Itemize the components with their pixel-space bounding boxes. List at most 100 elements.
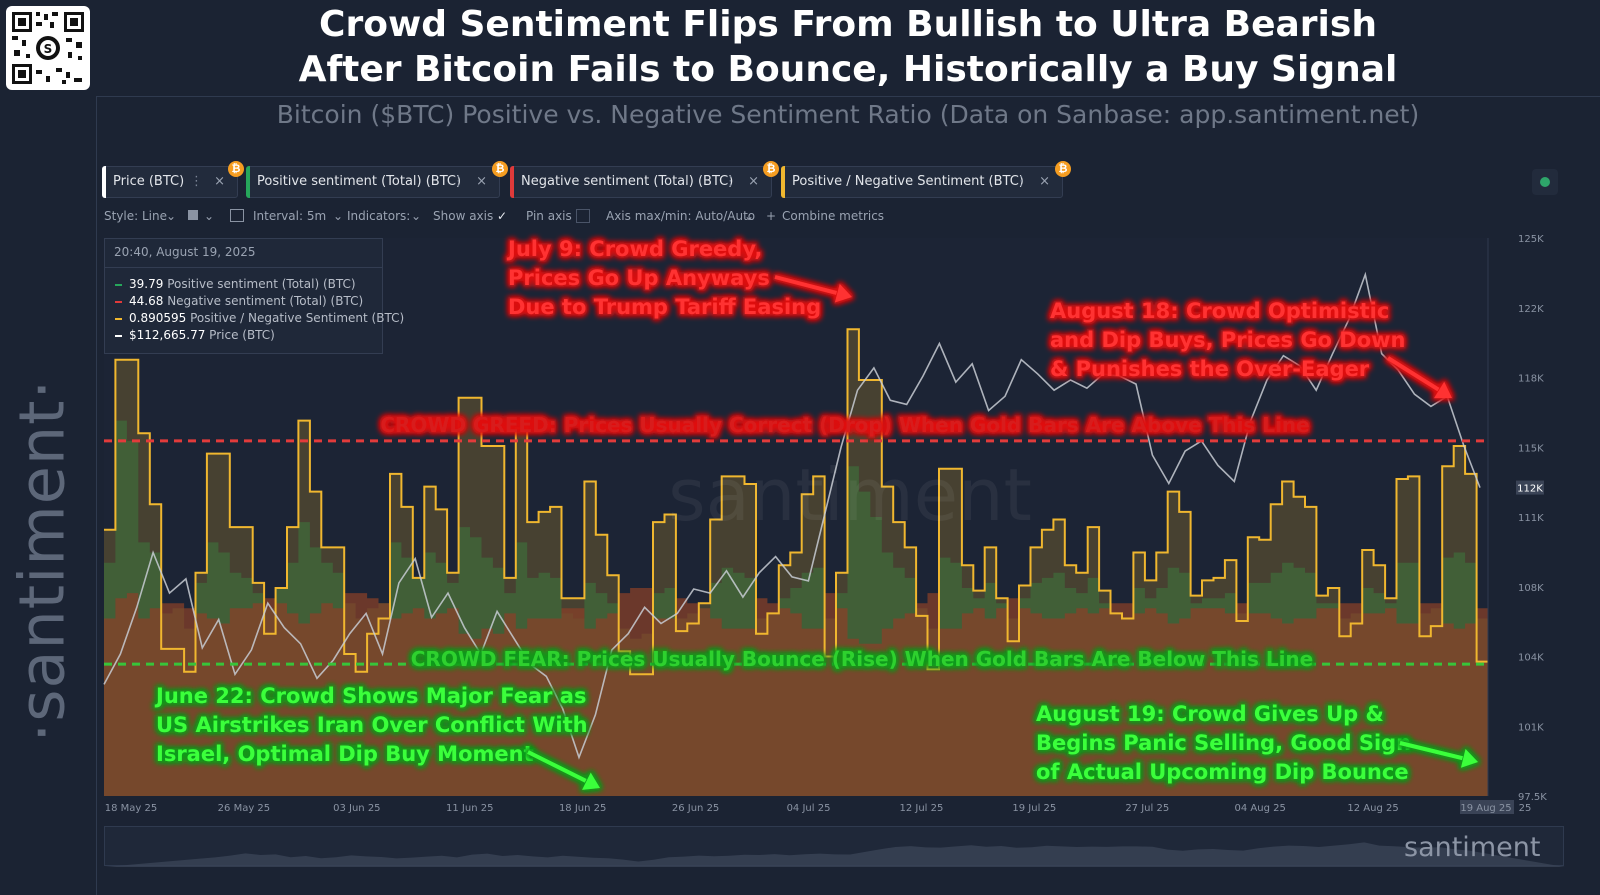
current-price-label: 112K (1517, 484, 1543, 495)
annotation-aug18: and Dip Buys, Prices Go Down (1050, 328, 1406, 352)
legend-swatch (115, 300, 122, 303)
x-tick-label: 27 Jul 25 (1125, 803, 1169, 814)
overview-sparkline (105, 842, 1565, 867)
status-indicator[interactable] (1532, 169, 1558, 195)
annotation-aug19: August 19: Crowd Gives Up & (1036, 702, 1384, 726)
close-icon[interactable]: × (214, 174, 225, 189)
annotation-aug18: & Punishes the Over-Eager (1050, 357, 1370, 381)
tab-negative-sentiment[interactable]: Negative sentiment (Total) (BTC) ⋮ × (510, 166, 772, 198)
y-tick-label: 104K (1518, 653, 1544, 664)
tooltip-timestamp: 20:40, August 19, 2025 (114, 245, 256, 259)
overview-navigator[interactable] (104, 826, 1565, 867)
y-tick-label: 97.5K (1518, 792, 1547, 803)
tab-label: Price (BTC) (113, 174, 185, 189)
tab-color-bar (781, 166, 785, 198)
x-tick-label: 04 Aug 25 (1234, 803, 1285, 814)
arrow-aug19 (1399, 741, 1478, 768)
tab-ratio[interactable]: Positive / Negative Sentiment (BTC) ⋮ × (781, 166, 1063, 198)
x-tick-suffix: 25 (1519, 803, 1532, 814)
chevron-down-icon: ⌄ (411, 209, 422, 223)
x-tick-label: 18 May 25 (105, 803, 157, 814)
chevron-down-icon: ⌄ (744, 209, 755, 223)
indicators-label: Indicators: (347, 209, 411, 223)
current-price-tag (1516, 480, 1544, 495)
header: S Crowd Sentiment Flips From Bullish to … (0, 0, 1600, 97)
arrow-head (1460, 749, 1478, 768)
arrow-shaft (1386, 356, 1440, 392)
annotation-june22: June 22: Crowd Shows Major Fear as (154, 684, 586, 708)
arrow-july9 (774, 275, 852, 303)
arrow-shaft (774, 275, 838, 295)
annotation-july9: Prices Go Up Anyways (508, 266, 770, 290)
annotation-aug18: August 18: Crowd Optimistic (1050, 299, 1389, 323)
annotation-aug19: Begins Panic Selling, Good Sign (1036, 731, 1411, 755)
page-title: Crowd Sentiment Flips From Bullish to Ul… (96, 2, 1600, 92)
status-dot-icon (1540, 177, 1550, 187)
title-line-2: After Bitcoin Fails to Bounce, Historica… (298, 49, 1398, 90)
tooltip-value: 39.79 (129, 277, 164, 291)
plus-icon: + (766, 209, 777, 223)
ratio-line (104, 328, 1488, 676)
x-tick-label: 11 Jun 25 (446, 803, 493, 814)
kebab-menu-icon[interactable]: ⋮ (724, 174, 737, 189)
checkbox-icon (576, 209, 590, 223)
tooltip-panel: 20:40, August 19, 2025 39.79 Positive se… (104, 238, 404, 354)
tooltip-row: 39.79 Positive sentiment (Total) (BTC) (115, 277, 356, 291)
annotation-july9: Due to Trump Tariff Easing (508, 295, 821, 319)
chevron-down-icon: ⌄ (204, 209, 215, 223)
annotation-aug19: of Actual Upcoming Dip Bounce (1036, 760, 1409, 784)
tab-positive-sentiment[interactable]: Positive sentiment (Total) (BTC) ⋮ × (246, 166, 500, 198)
x-tick-label: 26 Jun 25 (672, 803, 719, 814)
title-line-1: Crowd Sentiment Flips From Bullish to Ul… (319, 4, 1377, 45)
divider (105, 267, 382, 268)
tab-color-bar (246, 166, 250, 198)
svg-text:S: S (44, 42, 53, 56)
kebab-menu-icon[interactable]: ⋮ (190, 174, 203, 189)
qr-code-icon: S (6, 6, 90, 90)
arrow-shaft (527, 750, 587, 783)
tooltip-row: $112,665.77 Price (BTC) (115, 328, 275, 342)
bitcoin-badge-icon: ₿ (763, 161, 779, 177)
annotation-june22: US Airstrikes Iran Over Conflict With (156, 713, 588, 737)
close-icon[interactable]: × (476, 174, 487, 189)
x-tick-highlight (1460, 800, 1514, 814)
arrow-shaft (1399, 741, 1463, 761)
style-label: Style: Line (104, 209, 168, 223)
chart-subtitle: Bitcoin ($BTC) Positive vs. Negative Sen… (276, 100, 1420, 129)
x-tick-label: 12 Aug 25 (1347, 803, 1398, 814)
x-tick-label: 19 Jul 25 (1012, 803, 1056, 814)
y-tick-label: 125K (1518, 234, 1544, 245)
tab-label: Positive sentiment (Total) (BTC) (257, 174, 462, 189)
tooltip-value: 0.890595 (129, 311, 187, 325)
pin-axis-label: Pin axis (526, 209, 572, 223)
y-tick-label: 122K (1518, 304, 1544, 315)
watermark-text: santiment (668, 453, 1032, 537)
left-brand-bar: ·santiment· (0, 96, 97, 895)
y-tick-label: 111K (1518, 513, 1544, 524)
tab-price[interactable]: Price (BTC) ⋮ × (102, 166, 238, 198)
checkmark-icon: ✓ (497, 209, 508, 223)
legend-swatch (115, 317, 122, 320)
brand-corner: santiment (1404, 832, 1541, 863)
tooltip-label: Positive sentiment (Total) (BTC) (167, 277, 356, 291)
bitcoin-badge-icon: ₿ (1055, 161, 1071, 177)
arrow-head (1434, 381, 1452, 399)
color-swatch-icon[interactable] (188, 210, 198, 220)
tooltip-row: 0.890595 Positive / Negative Sentiment (… (115, 311, 404, 325)
chevron-down-icon: ⌄ (333, 209, 344, 223)
close-icon[interactable]: × (748, 174, 759, 189)
fear-line-label: CROWD FEAR: Prices Usually Bounce (Rise)… (411, 647, 1313, 671)
tooltip-row: 44.68 Negative sentiment (Total) (BTC) (115, 294, 363, 308)
kebab-menu-icon[interactable]: ⋮ (452, 174, 465, 189)
kebab-menu-icon[interactable]: ⋮ (1015, 174, 1028, 189)
annotation-june22: Israel, Optimal Dip Buy Moment (156, 742, 534, 766)
close-icon[interactable]: × (1039, 174, 1050, 189)
tab-label: Negative sentiment (Total) (BTC) (521, 174, 734, 189)
arrow-head (834, 283, 852, 303)
arrow-june22 (527, 750, 600, 790)
bitcoin-badge-icon: ₿ (228, 161, 244, 177)
greed-line-label: CROWD GREED: Prices Usually Correct (Dro… (380, 413, 1309, 437)
arrow-aug18 (1386, 356, 1452, 399)
tooltip-value: $112,665.77 (129, 328, 206, 342)
